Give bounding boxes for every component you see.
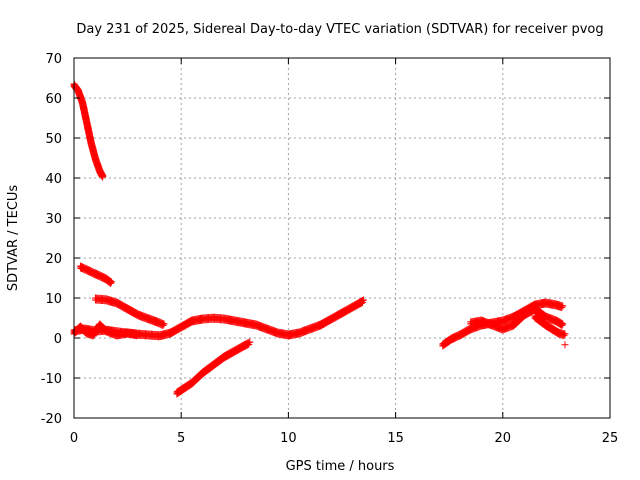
data-point [559,320,567,328]
y-axis-label: SDTVAR / TECUs [6,185,21,292]
data-point [558,321,566,329]
data-point [160,320,168,328]
y-tick-label: 60 [45,92,62,107]
x-tick-label: 10 [280,431,297,446]
data-point [159,322,167,329]
data-point [106,279,114,287]
data-point [133,332,141,340]
chart-title: Day 231 of 2025, Sidereal Day-to-day VTE… [76,22,603,37]
data-point [107,279,115,287]
data-point [99,172,107,180]
x-tick-label: 20 [495,431,512,446]
data-point [559,302,567,310]
data-point [561,330,569,338]
x-tick-label: 0 [70,431,78,446]
data-point [246,338,254,346]
data-point [560,332,568,340]
y-tick-label: 10 [45,292,62,307]
x-axis-label: GPS time / hours [286,459,395,474]
y-tick-label: 50 [45,132,62,147]
y-tick-label: -20 [41,412,62,427]
x-tick-label: 15 [387,431,404,446]
data-point [108,278,116,286]
y-tick-label: 40 [45,172,62,187]
data-point [558,304,566,312]
plot-frame [73,57,611,419]
y-tick-label: 30 [45,212,62,227]
data-points [70,80,569,398]
axis-ticks: 0 5 10 15 20 25 -20 -10 0 10 20 30 40 50 60 70 [41,52,619,446]
y-tick-label: 20 [45,252,62,267]
x-tick-label: 5 [177,431,185,446]
grid-lines [74,58,610,418]
y-tick-label: -10 [41,372,62,387]
data-point [561,341,569,349]
x-tick-label: 25 [602,431,619,446]
data-point [134,330,142,338]
y-tick-label: 0 [54,332,62,347]
data-point [98,173,106,181]
data-point [359,296,367,304]
y-tick-label: 70 [45,52,62,67]
